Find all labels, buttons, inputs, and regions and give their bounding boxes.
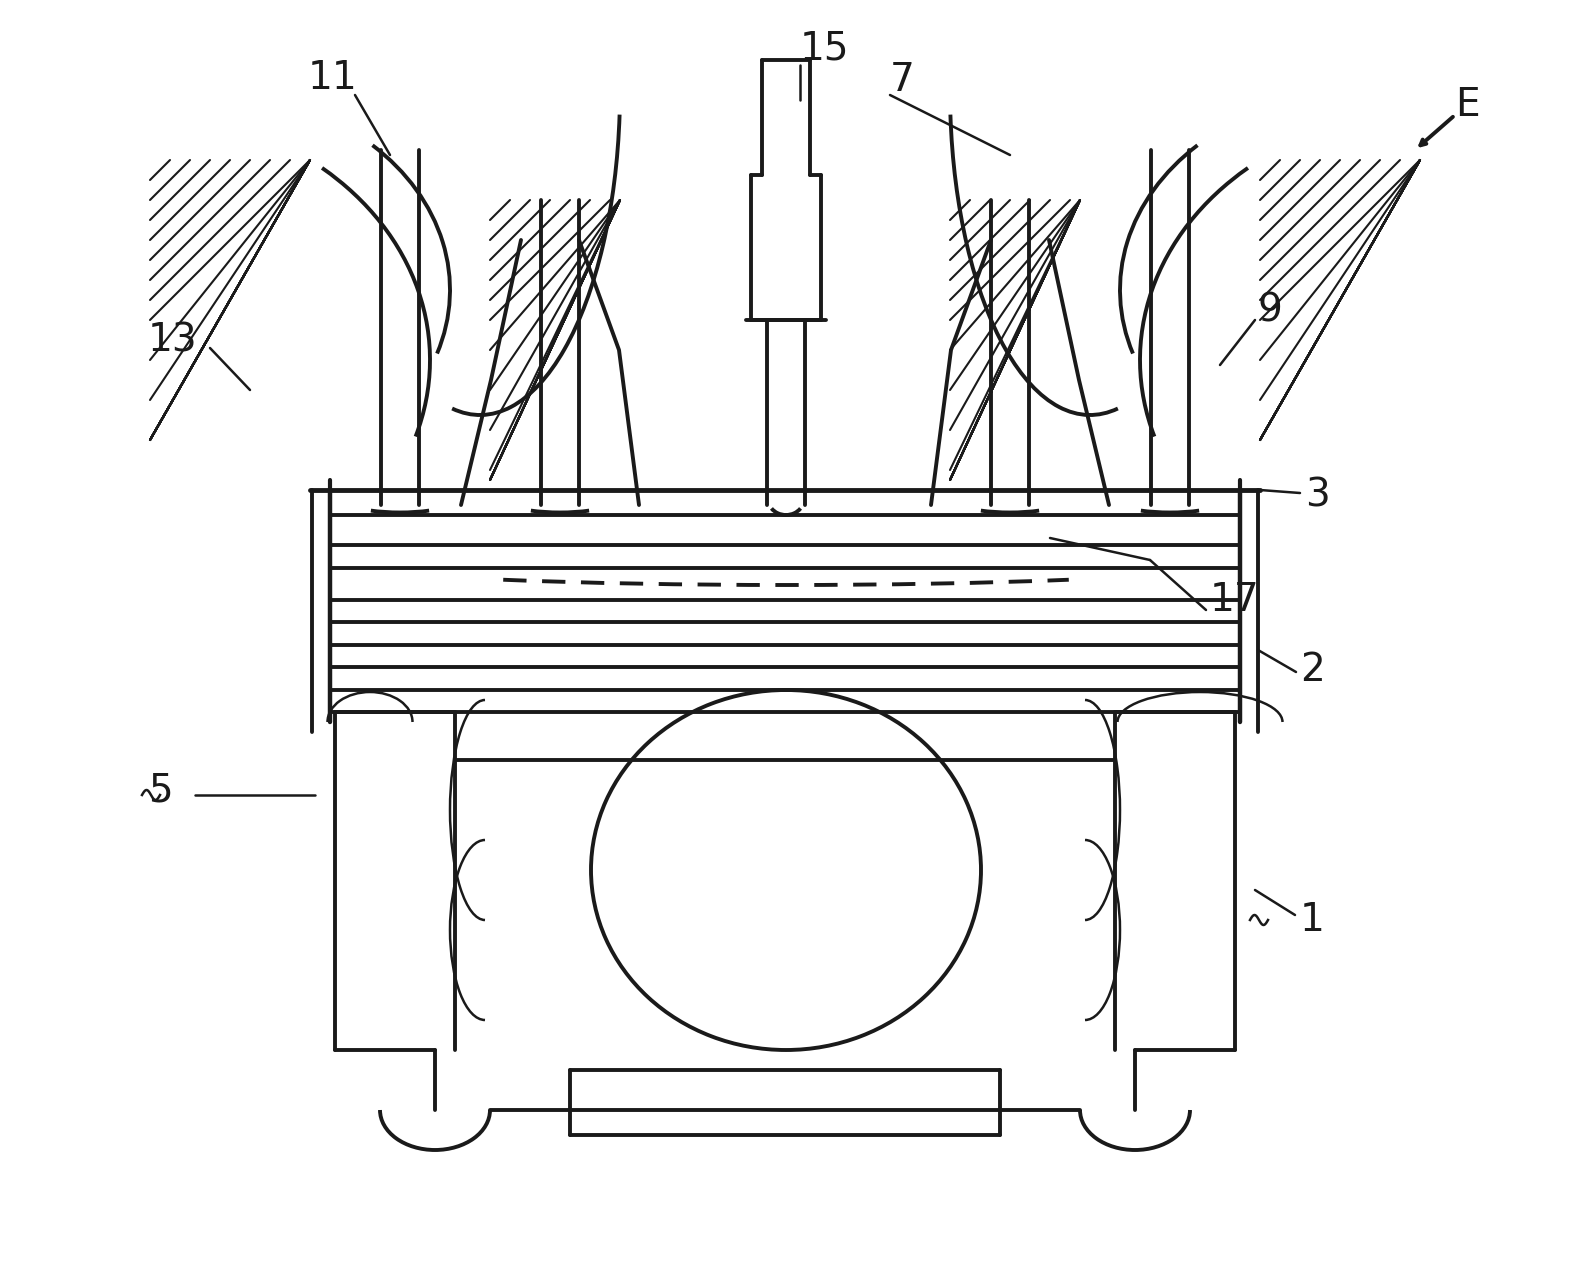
Text: 15: 15 [800,29,849,67]
Text: 17: 17 [1210,581,1259,619]
Text: 13: 13 [148,321,198,359]
Text: 11: 11 [308,58,358,96]
Text: 7: 7 [890,61,915,99]
Text: 9: 9 [1258,291,1283,329]
Text: 5: 5 [148,772,173,810]
Text: 3: 3 [1305,476,1330,514]
Text: E: E [1456,86,1479,124]
Text: 2: 2 [1300,651,1325,689]
Text: 1: 1 [1300,901,1325,939]
